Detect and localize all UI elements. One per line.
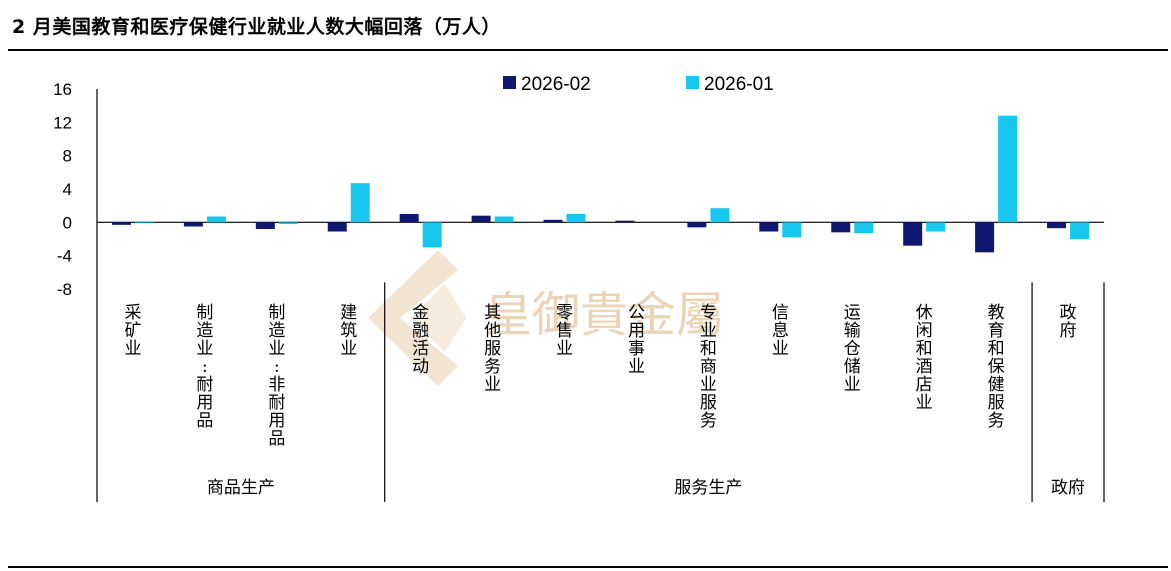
bar-series1 — [111, 222, 131, 225]
category-label: 运输仓储业 — [844, 303, 861, 395]
bar-series2 — [494, 216, 514, 223]
bar-series1 — [975, 222, 995, 253]
watermark-logo-icon — [368, 250, 466, 386]
bar-series1 — [615, 220, 635, 223]
category-label: 信息业 — [772, 303, 789, 359]
bar-series1 — [327, 222, 347, 232]
legend-label: 2026-01 — [704, 74, 774, 95]
group-label: 商品生产 — [207, 478, 275, 498]
group-label: 服务生产 — [674, 478, 742, 498]
category-label: 制造业:耐用品 — [196, 303, 213, 431]
watermark-text: 皇御貴金屬 — [484, 287, 724, 343]
bar-series1 — [399, 214, 419, 223]
category-label: 其他服务业 — [484, 303, 501, 395]
bar-series2 — [350, 183, 370, 223]
bar-series2 — [422, 222, 442, 248]
bar-series1 — [471, 215, 491, 223]
y-tick-label: 8 — [63, 147, 72, 166]
bar-series2 — [854, 222, 874, 234]
bar-series2 — [710, 208, 730, 223]
y-tick-label: -4 — [57, 247, 72, 266]
bar-series2 — [134, 222, 154, 224]
legend-swatch — [503, 76, 516, 89]
bar-series1 — [255, 222, 275, 229]
y-tick-label: 12 — [53, 113, 72, 132]
category-label: 教育和保健服务 — [988, 303, 1005, 431]
y-tick-label: 16 — [53, 80, 72, 99]
y-tick-label: 0 — [63, 213, 72, 232]
category-label: 政府 — [1060, 303, 1077, 341]
bar-series2 — [782, 222, 802, 238]
category-label: 专业和商业服务 — [700, 303, 717, 431]
category-label: 休闲和酒店业 — [916, 303, 933, 413]
bar-series1 — [183, 222, 203, 227]
category-label: 制造业:非耐用品 — [268, 303, 285, 449]
bar-series1 — [1047, 222, 1067, 229]
chart-title: 2 月美国教育和医疗保健行业就业人数大幅回落（万人） — [12, 16, 501, 38]
category-label: 采矿业 — [124, 303, 141, 359]
bar-series2 — [278, 222, 298, 224]
group-label: 政府 — [1051, 478, 1085, 498]
watermark: 皇御貴金屬 — [368, 250, 724, 386]
legend-swatch — [686, 76, 699, 89]
legend-label: 2026-02 — [521, 74, 591, 95]
y-tick-label: -8 — [57, 280, 72, 299]
bar-series2 — [926, 222, 946, 232]
bar-series2 — [1070, 222, 1090, 239]
bar-series2 — [566, 214, 586, 223]
bottom-divider — [8, 566, 1168, 568]
bar-series1 — [687, 222, 707, 228]
bar-series1 — [543, 219, 563, 223]
category-label: 建筑业 — [340, 303, 357, 359]
category-label: 金融活动 — [412, 303, 429, 377]
bar-series2 — [998, 115, 1018, 223]
bar-series1 — [831, 222, 851, 233]
top-divider — [8, 49, 1168, 51]
category-label: 零售业 — [556, 303, 573, 359]
bar-series1 — [903, 222, 923, 246]
bar-series2 — [206, 216, 226, 223]
bar-series1 — [759, 222, 779, 232]
category-label: 公用事业 — [628, 303, 645, 377]
y-tick-label: 4 — [63, 180, 72, 199]
